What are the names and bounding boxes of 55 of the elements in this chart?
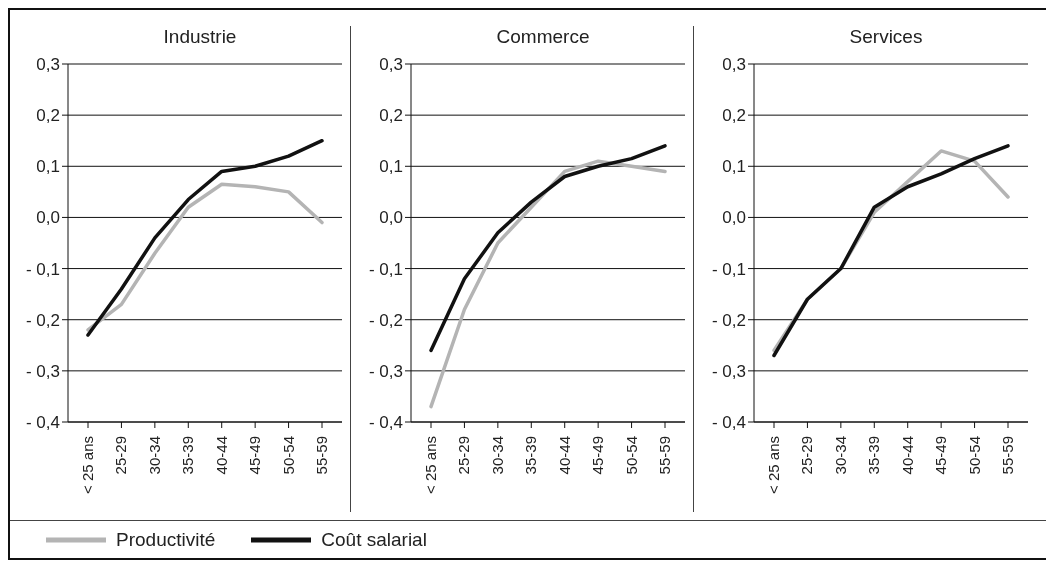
y-tick-label: - 0,4 [711,413,746,433]
y-tick-label: - 0,1 [711,259,746,279]
legend-label: Productivité [116,529,216,551]
x-tick-label: 25-29 [455,436,473,475]
x-tick-label: 45-49 [589,436,607,475]
x-tick-label: < 25 ans [422,436,439,494]
x-tick-label: 55-59 [656,436,673,475]
y-tick-label: 0,2 [36,106,60,126]
y-tick-label: 0,1 [36,157,60,177]
y-tick-label: - 0,3 [25,361,60,381]
y-tick-label: 0,3 [36,55,60,75]
y-tick-label: - 0,4 [25,413,60,433]
y-tick-label: 0,1 [722,157,746,177]
x-tick-label: < 25 ans [79,436,96,494]
legend-label: Coût salarial [321,529,427,551]
y-tick-label: - 0,2 [25,310,60,330]
line-series [86,182,324,332]
x-tick-label: 25-29 [798,436,816,475]
y-tick-label: 0,1 [379,157,403,177]
x-tick-label: 35-39 [865,436,883,475]
x-tick-label: 35-39 [522,436,540,475]
x-tick-label: 30-34 [488,436,506,475]
chart-title: Commerce [495,26,591,49]
x-tick-label: 40-44 [555,436,573,475]
chart-title: Industrie [162,26,238,49]
x-tick-label: 40-44 [212,436,230,475]
x-tick-label: 50-54 [965,436,983,475]
y-tick-label: 0,2 [379,106,403,126]
x-tick-label: 30-34 [145,436,163,475]
y-tick-label: 0,0 [722,208,746,228]
x-tick-label: 30-34 [831,436,849,475]
x-tick-label: 45-49 [932,436,950,475]
y-tick-label: - 0,2 [368,310,403,330]
x-tick-label: 50-54 [279,436,297,475]
y-tick-label: - 0,1 [25,259,60,279]
x-tick-label: 35-39 [179,436,197,475]
y-tick-label: 0,3 [722,55,746,75]
y-tick-label: - 0,4 [368,413,403,433]
x-tick-label: 55-59 [999,436,1016,475]
x-tick-label: 40-44 [898,436,916,475]
y-tick-label: - 0,2 [711,310,746,330]
x-tick-label: < 25 ans [765,436,782,494]
x-tick-label: 50-54 [622,436,640,475]
y-tick-label: - 0,1 [368,259,403,279]
y-tick-label: 0,3 [379,55,403,75]
y-tick-label: - 0,3 [711,361,746,381]
x-tick-label: 55-59 [313,436,330,475]
x-tick-label: 25-29 [112,436,130,475]
line-series [429,159,667,409]
y-tick-label: 0,0 [379,208,403,228]
x-tick-label: 45-49 [246,436,264,475]
y-tick-label: - 0,3 [368,361,403,381]
y-tick-label: 0,0 [36,208,60,228]
chart-title: Services [848,26,924,49]
y-tick-label: 0,2 [722,106,746,126]
